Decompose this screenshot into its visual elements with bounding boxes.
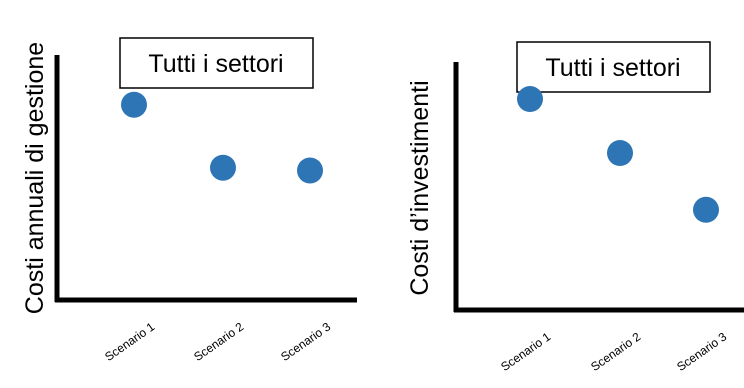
chart-investment-costs-point-3 [693, 196, 719, 223]
chart-investment-costs-points [517, 86, 719, 223]
chart-annual-costs-points [121, 91, 323, 184]
chart-annual-costs-point-2 [210, 154, 236, 181]
chart-annual-costs-title-box [119, 37, 314, 89]
chart-annual-costs: Costi annuali di gestione Tutti i settor… [21, 37, 357, 364]
chart-annual-costs-point-3 [297, 157, 323, 184]
chart-investment-costs-title-box [516, 41, 711, 93]
chart-annual-costs-y-axis-label: Costi annuali di gestione [21, 42, 49, 314]
chart-annual-costs-title: Tutti i settori [148, 50, 283, 78]
chart-investment-costs-y-axis-label: Costi d’investimenti [406, 80, 434, 295]
chart-annual-costs-ticks: Scenario 1 Scenario 2 Scenario 3 [102, 319, 333, 364]
chart-annual-costs-x-tick-label-3: Scenario 3 [278, 319, 333, 364]
chart-annual-costs-x-tick-label-1: Scenario 1 [102, 319, 157, 364]
chart-investment-costs-point-2 [607, 140, 633, 166]
chart-annual-costs-x-tick-label-2: Scenario 2 [191, 319, 246, 364]
chart-investment-costs-point-1 [517, 86, 543, 112]
chart-investment-costs-x-tick-label-2: Scenario 2 [588, 329, 643, 374]
chart-investment-costs-title: Tutti i settori [545, 54, 680, 82]
chart-investment-costs-ticks: Scenario 1 Scenario 2 Scenario 3 [498, 329, 729, 374]
chart-annual-costs-point-1 [121, 91, 147, 118]
chart-investment-costs: Costi d’investimenti Tutti i settori Sce… [406, 41, 744, 374]
chart-investment-costs-x-tick-label-1: Scenario 1 [498, 329, 553, 374]
chart-investment-costs-x-tick-label-3: Scenario 3 [674, 329, 729, 374]
